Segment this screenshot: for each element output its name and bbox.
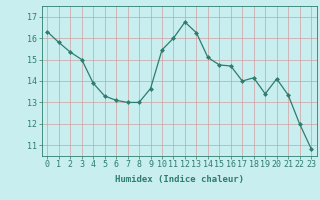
- X-axis label: Humidex (Indice chaleur): Humidex (Indice chaleur): [115, 175, 244, 184]
